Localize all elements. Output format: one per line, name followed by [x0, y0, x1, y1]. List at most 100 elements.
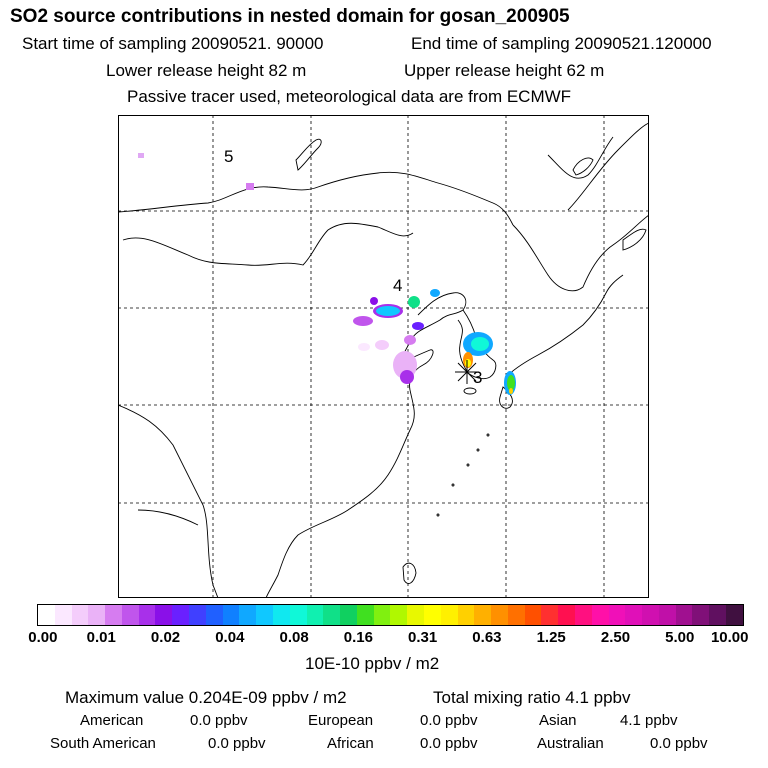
map-label-5: 5	[224, 147, 233, 166]
colorbar-segment	[474, 605, 492, 625]
plume-patch	[400, 370, 414, 384]
plume-patch	[412, 322, 424, 330]
colorbar-segment	[541, 605, 559, 625]
plume-patch	[430, 289, 440, 297]
colorbar-segment	[340, 605, 357, 625]
plume-patch	[507, 375, 515, 391]
receptor-marker	[455, 360, 479, 384]
colorbar-segment	[205, 605, 223, 625]
colorbar-segment	[373, 605, 391, 625]
colorbar-segment	[642, 605, 659, 625]
coast-taiwan	[402, 562, 417, 584]
colorbar-segment	[256, 605, 273, 625]
plume-patch	[465, 359, 471, 367]
south-american-value: 0.0 ppbv	[208, 735, 266, 752]
colorbar-tick-label: 5.00	[665, 629, 695, 646]
plume-cell	[138, 153, 144, 158]
coast-japan-honshu	[505, 274, 624, 378]
colorbar-tick-label: 1.25	[536, 629, 566, 646]
colorbar-segment	[105, 605, 122, 625]
plume-patch	[404, 335, 416, 345]
colorbar	[37, 604, 744, 626]
colorbar-segment	[272, 605, 290, 625]
colorbar-tick-label: 10.00	[710, 629, 749, 646]
colorbar-segment	[189, 605, 206, 625]
colorbar-segment	[356, 605, 374, 625]
start-time-label: Start time of sampling 20090521. 90000	[22, 34, 324, 53]
tracer-note: Passive tracer used, meteorological data…	[127, 87, 572, 106]
island-dot	[486, 433, 490, 437]
american-label: American	[80, 712, 144, 729]
max-value-label: Maximum value 0.204E-09 ppbv / m2	[65, 688, 347, 707]
lower-release-label: Lower release height 82 m	[106, 61, 307, 80]
border-china-russia	[512, 214, 649, 292]
plume-patch	[358, 343, 370, 351]
coast-hokkaido	[622, 228, 647, 251]
colorbar-segment	[289, 605, 307, 625]
map-panel: 5 4 3	[118, 115, 649, 598]
colorbar-segment	[121, 605, 139, 625]
island-dot	[466, 463, 470, 467]
colorbar-segment	[390, 605, 408, 625]
colorbar-segment	[726, 605, 743, 625]
contribution-field	[138, 153, 516, 395]
plume-patch	[353, 316, 373, 326]
colorbar-segment	[222, 605, 240, 625]
european-label: European	[308, 712, 374, 729]
island-dot	[451, 483, 455, 487]
plume-patch	[471, 337, 489, 351]
map-label-4: 4	[393, 276, 402, 295]
colorbar-segment	[709, 605, 727, 625]
colorbar-segment	[54, 605, 72, 625]
colorbar-segment	[575, 605, 592, 625]
map-frame	[118, 115, 649, 598]
colorbar-tick-label: 0.31	[408, 629, 438, 646]
plume-patch	[375, 340, 389, 350]
plume-patch	[370, 297, 378, 305]
colorbar-segment	[407, 605, 424, 625]
australian-label: Australian	[537, 735, 604, 752]
colorbar-tick-label: 0.63	[472, 629, 502, 646]
south-american-label: South American	[50, 735, 156, 752]
island-dot	[476, 448, 480, 452]
colorbar-segment	[625, 605, 643, 625]
plume-patch	[376, 306, 400, 316]
colorbar-segment	[71, 605, 89, 625]
colorbar-segment	[138, 605, 156, 625]
coast-russia-pacific	[567, 122, 649, 211]
total-mixing-label: Total mixing ratio 4.1 ppbv	[433, 688, 631, 707]
map-label-3: 3	[473, 368, 482, 387]
colorbar-segment	[88, 605, 106, 625]
colorbar-segment	[155, 605, 173, 625]
african-label: African	[327, 735, 374, 752]
colorbar-segment	[423, 605, 441, 625]
colorbar-segment	[323, 605, 341, 625]
end-time-label: End time of sampling 20090521.120000	[411, 34, 712, 53]
chart-title: SO2 source contributions in nested domai…	[10, 6, 570, 27]
lake-baikal	[295, 138, 322, 171]
colorbar-tick-label: 0.00	[28, 629, 58, 646]
colorbar-segment	[38, 605, 55, 625]
colorbar-segment	[591, 605, 609, 625]
jeju-island	[463, 387, 477, 395]
colorbar-segment	[306, 605, 324, 625]
american-value: 0.0 ppbv	[190, 712, 248, 729]
colorbar-tick-label: 2.50	[600, 629, 631, 646]
african-value: 0.0 ppbv	[420, 735, 478, 752]
european-value: 0.0 ppbv	[420, 712, 478, 729]
border-southwest	[118, 404, 219, 598]
asian-label: Asian	[539, 712, 577, 729]
colorbar-segment	[675, 605, 693, 625]
border-inner-1	[137, 509, 199, 526]
colorbar-segment	[608, 605, 626, 625]
colorbar-tick-label: 0.04	[215, 629, 245, 646]
colorbar-segment	[507, 605, 525, 625]
border-russia-mongolia	[118, 171, 514, 226]
plume-patch	[408, 296, 420, 308]
plume-cell	[246, 183, 254, 190]
colorbar-unit: 10E-10 ppbv / m2	[305, 654, 440, 673]
coast-china-south	[265, 389, 415, 598]
upper-release-label: Upper release height 62 m	[404, 61, 605, 80]
colorbar-segment	[692, 605, 710, 625]
coast-sakhalin	[572, 157, 594, 176]
